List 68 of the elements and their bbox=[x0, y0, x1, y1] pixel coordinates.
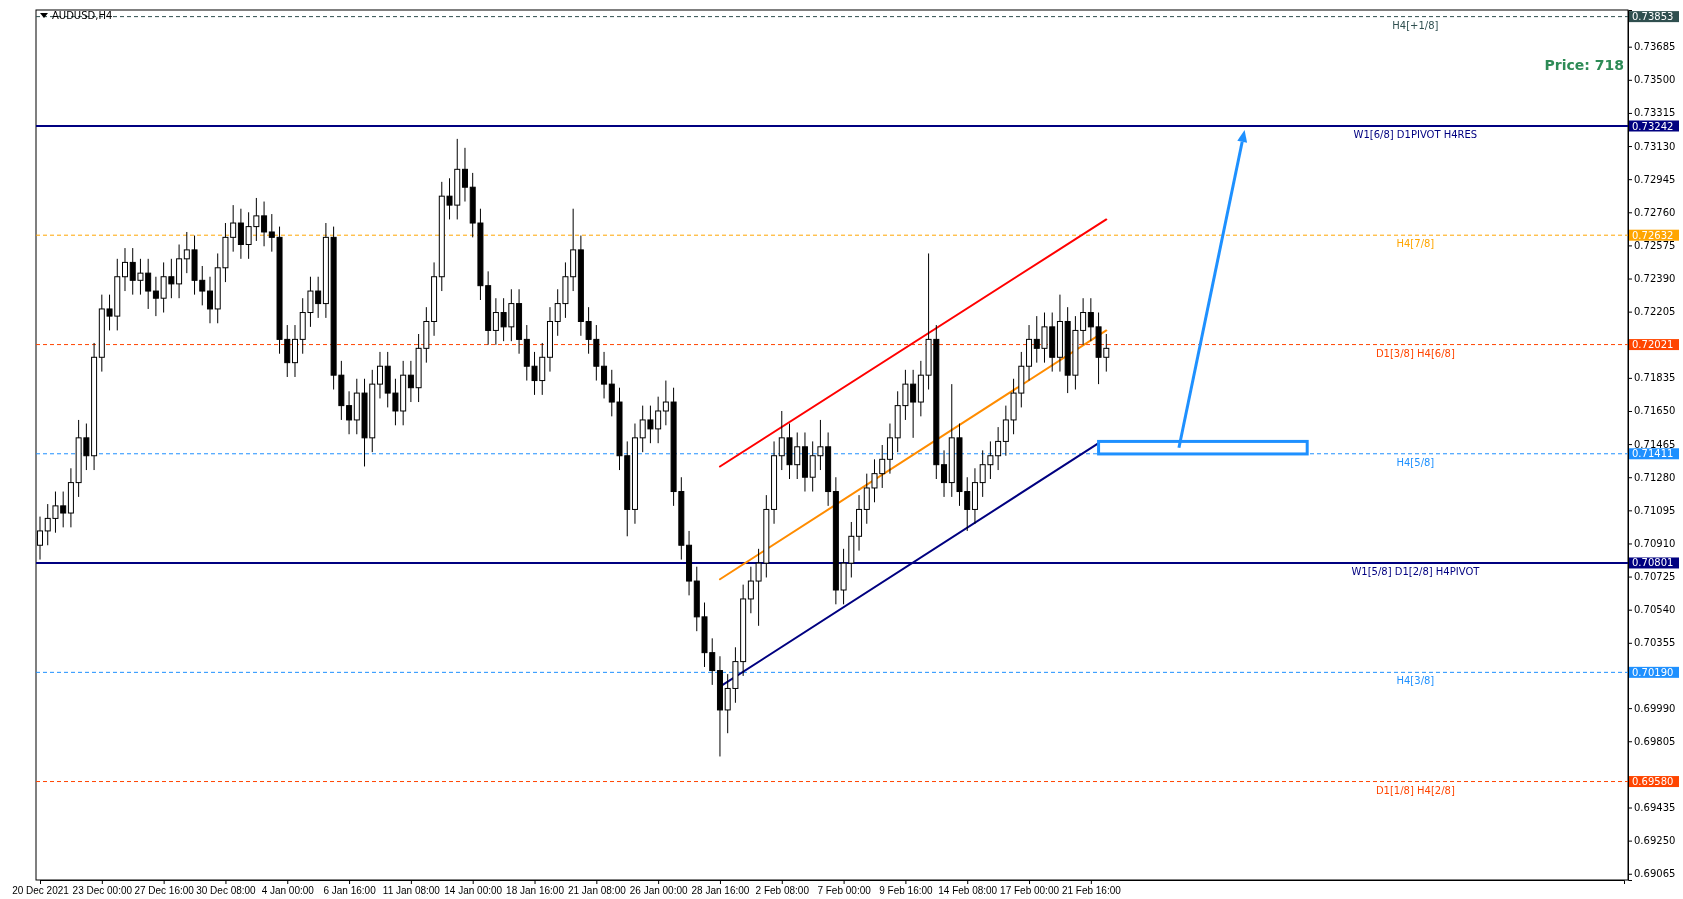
ref-line-label: H4[3/8] bbox=[1396, 675, 1435, 687]
x-tick-label: 11 Jan 08:00 bbox=[382, 885, 441, 897]
candlestick bbox=[461, 147, 468, 203]
candlestick bbox=[601, 351, 608, 399]
x-tick-label: 14 Feb 08:00 bbox=[938, 885, 998, 897]
y-tick-label: 0.72945 bbox=[1634, 173, 1676, 185]
ref-line-label: D1[3/8] H4[6/8] bbox=[1375, 347, 1455, 359]
y-tick-label: 0.71280 bbox=[1634, 471, 1676, 483]
y-tick-label: 0.70190 bbox=[1632, 666, 1674, 678]
y-tick-label: 0.69065 bbox=[1634, 868, 1676, 880]
y-tick-label: 0.72021 bbox=[1632, 339, 1674, 351]
y-tick-label: 0.69805 bbox=[1634, 735, 1676, 747]
ref-line-label: D1[1/8] H4[2/8] bbox=[1375, 784, 1455, 796]
y-tick-label: 0.69250 bbox=[1634, 835, 1676, 847]
candlestick bbox=[291, 324, 298, 378]
x-tick-label: 28 Jan 16:00 bbox=[691, 885, 750, 897]
y-tick-label: 0.72760 bbox=[1634, 206, 1676, 218]
candlestick bbox=[122, 247, 128, 292]
x-tick-label: 21 Jan 08:00 bbox=[567, 885, 627, 897]
candlestick bbox=[346, 390, 353, 435]
y-tick-label: 0.70355 bbox=[1634, 637, 1676, 649]
y-tick-label: 0.72390 bbox=[1634, 273, 1676, 285]
y-tick-label: 0.73500 bbox=[1634, 74, 1676, 86]
y-tick-label: 0.72205 bbox=[1634, 306, 1676, 318]
candlestick bbox=[376, 351, 383, 399]
y-tick-label: 0.73315 bbox=[1634, 107, 1676, 119]
y-tick-label: 0.69435 bbox=[1634, 802, 1676, 813]
x-tick-label: 20 Dec 2021 bbox=[12, 885, 70, 897]
ref-line-label: W1[6/8] D1PIVOT H4RES bbox=[1353, 129, 1478, 140]
y-tick-label: 0.70725 bbox=[1634, 571, 1676, 583]
y-tick-label: 0.71650 bbox=[1634, 405, 1676, 417]
ref-line-label: W1[5/8] D1[2/8] H4PIVOT bbox=[1351, 565, 1481, 577]
y-tick-label: 0.71465 bbox=[1634, 438, 1676, 450]
x-tick-label: 18 Jan 16:00 bbox=[506, 885, 565, 897]
y-tick-label: 0.71095 bbox=[1634, 504, 1676, 516]
x-tick-label: 26 Jan 00:00 bbox=[629, 885, 688, 897]
x-tick-label: 9 Feb 16:00 bbox=[879, 885, 934, 897]
y-tick-label: 0.72632 bbox=[1632, 229, 1674, 241]
x-tick-label: 4 Jan 00:00 bbox=[261, 885, 315, 897]
chart-title: AUDUSD,H4 bbox=[52, 10, 113, 21]
annotation: Price: 718 bbox=[1544, 57, 1624, 73]
y-tick-label: 0.72575 bbox=[1634, 239, 1676, 251]
x-tick-label: 21 Feb 16:00 bbox=[1061, 885, 1122, 897]
ref-line-label: H4[7/8] bbox=[1396, 238, 1435, 250]
candlestick bbox=[886, 423, 893, 475]
x-tick-label: 14 Jan 00:00 bbox=[444, 885, 503, 897]
y-tick-label: 0.70910 bbox=[1634, 537, 1676, 549]
y-tick-label: 0.69990 bbox=[1634, 702, 1676, 714]
x-tick-label: 7 Feb 00:00 bbox=[817, 885, 872, 897]
ref-line-label: H4[+1/8] bbox=[1392, 19, 1439, 31]
y-tick-label: 0.69580 bbox=[1632, 776, 1674, 788]
y-tick-label: 0.71835 bbox=[1634, 372, 1676, 384]
y-tick-label: 0.73685 bbox=[1634, 41, 1676, 53]
x-tick-label: 17 Feb 00:00 bbox=[1000, 885, 1060, 897]
ref-line-label: H4[5/8] bbox=[1396, 456, 1435, 468]
y-tick-label: 0.73130 bbox=[1634, 140, 1676, 152]
y-tick-label: 0.73853 bbox=[1632, 11, 1674, 23]
y-tick-label: 0.70540 bbox=[1634, 604, 1676, 616]
x-tick-label: 2 Feb 08:00 bbox=[755, 885, 810, 897]
y-tick-label: 0.71411 bbox=[1632, 448, 1674, 460]
y-tick-label: 0.70801 bbox=[1632, 557, 1674, 569]
y-tick-label: 0.73242 bbox=[1632, 120, 1674, 132]
x-tick-label: 6 Jan 16:00 bbox=[323, 885, 377, 897]
candlestick bbox=[941, 449, 948, 498]
x-tick-label: 23 Dec 00:00 bbox=[72, 885, 133, 897]
x-tick-label: 27 Dec 16:00 bbox=[134, 885, 195, 897]
candlestick bbox=[206, 276, 213, 324]
x-tick-label: 30 Dec 08:00 bbox=[196, 885, 257, 897]
